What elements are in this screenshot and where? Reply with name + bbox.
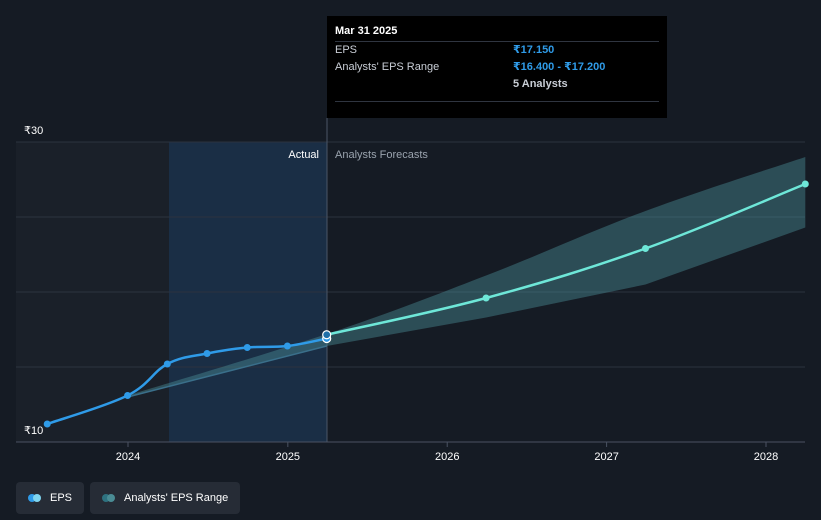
y-axis-ticks: ₹30 ₹10 [24,125,43,437]
eps-forecast-line [326,182,806,336]
eps-point [163,360,171,368]
x-tick-label: 2024 [116,451,140,463]
legend-eps-label: EPS [50,492,73,504]
tooltip-analysts-count: 5 Analysts [513,78,568,90]
legend-range-label: Analysts' EPS Range [124,492,229,504]
legend-item-eps[interactable]: EPS [16,482,85,514]
tooltip-range-row: Analysts' EPS Range ₹16.400 - ₹17.200 [335,59,659,76]
series-layer [43,180,809,428]
grid-lines [16,141,805,443]
y-tick-label: ₹10 [24,425,43,437]
tooltip-eps-row: EPS ₹17.150 [335,41,659,59]
tooltip-footer-divider [335,101,659,102]
actual-label: Actual [288,149,319,161]
tooltip-date: Mar 31 2025 [335,25,398,37]
x-tick-label: 2025 [276,451,300,463]
forecast-point [482,294,490,302]
tooltip-eps-label: EPS [335,44,358,56]
x-tick-label: 2028 [754,451,778,463]
tooltip: Mar 31 2025 EPS ₹17.150 Analysts' EPS Ra… [327,16,667,118]
eps-point [43,420,51,428]
eps-point [124,392,132,399]
forecast-point [801,180,809,188]
forecast-label: Analysts Forecasts [335,149,428,161]
tooltip-analysts-row: 5 Analysts [335,76,659,93]
forecast-point [641,245,649,252]
eps-point [283,342,291,350]
range-low-line [127,345,327,398]
eps-point [243,344,251,351]
eps-point [203,350,211,357]
x-tick-label: 2027 [594,451,618,463]
analysts-eps-range-band [127,157,806,397]
x-tick-label: 2026 [435,451,459,463]
y-tick-label: ₹30 [24,125,43,137]
tooltip-range-value: ₹16.400 - ₹17.200 [513,61,606,73]
x-axis-ticks: 2024 2025 2026 2027 2028 [116,442,778,463]
tooltip-eps-value: ₹17.150 [513,44,555,56]
legend-item-range[interactable]: Analysts' EPS Range [90,482,241,514]
eps-swatch-icon [28,494,42,502]
legend: EPS Analysts' EPS Range [16,482,241,514]
tooltip-range-label: Analysts' EPS Range [335,61,440,73]
range-band-layer [127,157,806,398]
range-swatch-icon [102,494,116,502]
forecast-point [322,330,332,340]
